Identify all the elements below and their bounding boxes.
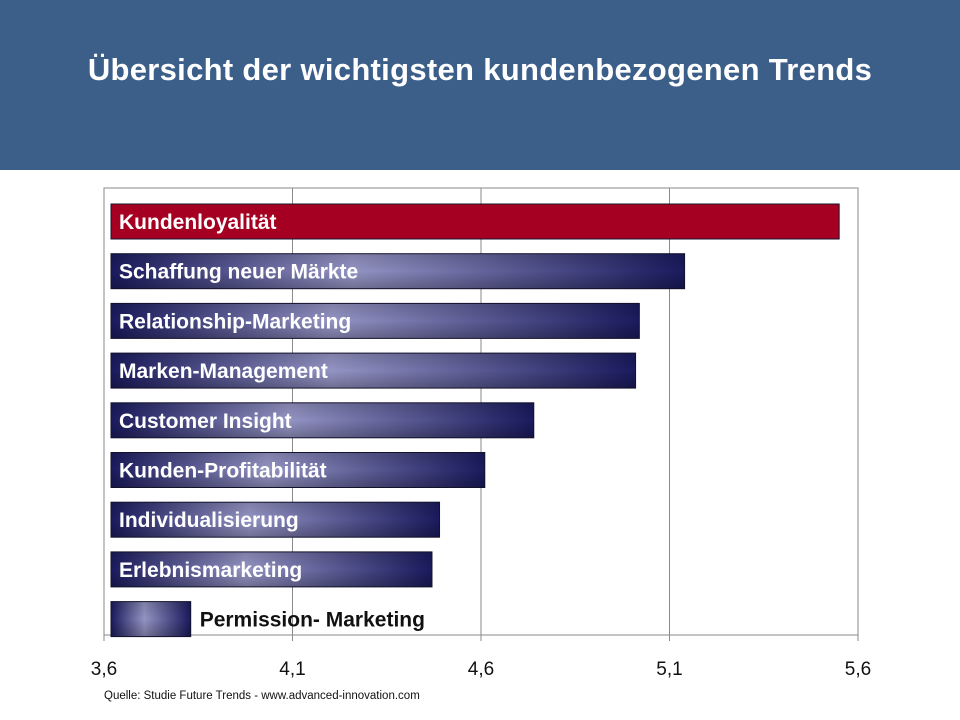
header-band: Übersicht der wichtigsten kundenbezogene… (0, 0, 960, 170)
bar-label: Kundenloyalität (119, 211, 277, 234)
bar-label: Erlebnismarketing (119, 559, 302, 582)
bar-label: Marken-Management (119, 360, 328, 383)
bar (110, 203, 840, 240)
bar-label: Individualisierung (119, 509, 299, 532)
bar-shading (111, 303, 640, 339)
bar-shading (111, 452, 485, 488)
bar-shading (111, 253, 685, 289)
bar-shading (111, 601, 191, 637)
bar-label: Relationship-Marketing (119, 310, 351, 333)
x-tick-label: 3,6 (91, 659, 117, 680)
bar-label: Kunden-Profitabilität (119, 460, 327, 483)
bar-shading (111, 551, 432, 587)
bar-label: Permission- Marketing (200, 609, 425, 632)
bars: Kundenloyalität Schaffung neuer Märkte Rel… (110, 203, 840, 638)
x-tick-label: 5,6 (845, 659, 871, 680)
page-title: Übersicht der wichtigsten kundenbezogene… (87, 52, 873, 87)
bar-shading (111, 353, 636, 389)
bar-label: Customer Insight (119, 410, 292, 433)
x-tick-label: 5,1 (656, 659, 682, 680)
bar-chart: Kundenloyalität Schaffung neuer Märkte Rel… (91, 187, 871, 680)
x-tick-label: 4,6 (468, 659, 494, 680)
bar-shading (111, 402, 534, 438)
bar-shading (111, 502, 440, 538)
bar-label: Schaffung neuer Märkte (119, 261, 358, 284)
source-note: Quelle: Studie Future Trends - www.advan… (104, 690, 420, 702)
x-tick-label: 4,1 (279, 659, 305, 680)
x-axis: 3,6 4,1 4,6 5,1 5,6 (91, 635, 871, 680)
